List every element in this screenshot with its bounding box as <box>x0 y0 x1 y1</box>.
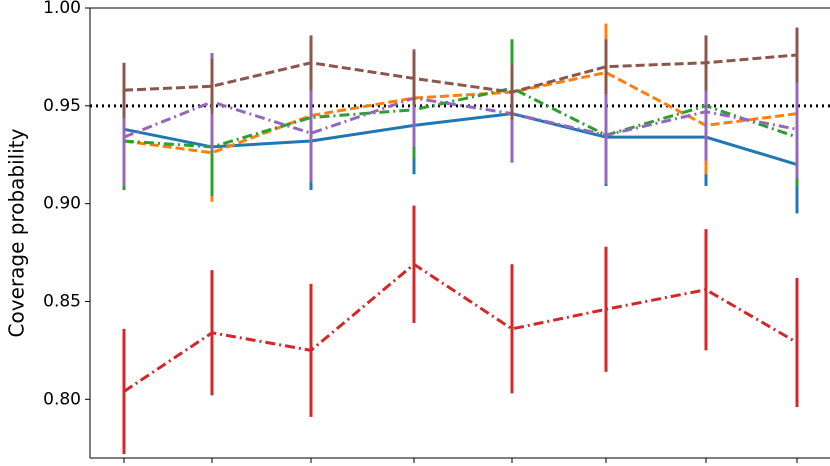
series-line <box>123 96 798 139</box>
series-line <box>123 53 798 94</box>
y-axis-label: Coverage probability <box>5 128 29 337</box>
series-line <box>123 262 798 393</box>
y-tick-label: 0.85 <box>43 291 81 311</box>
y-tick-label: 1.00 <box>43 0 81 18</box>
y-tick-label: 0.95 <box>43 96 81 116</box>
series-line <box>123 112 798 166</box>
y-tick-label: 0.80 <box>43 389 81 409</box>
y-tick-label: 0.90 <box>43 194 81 214</box>
series-line <box>123 86 798 149</box>
